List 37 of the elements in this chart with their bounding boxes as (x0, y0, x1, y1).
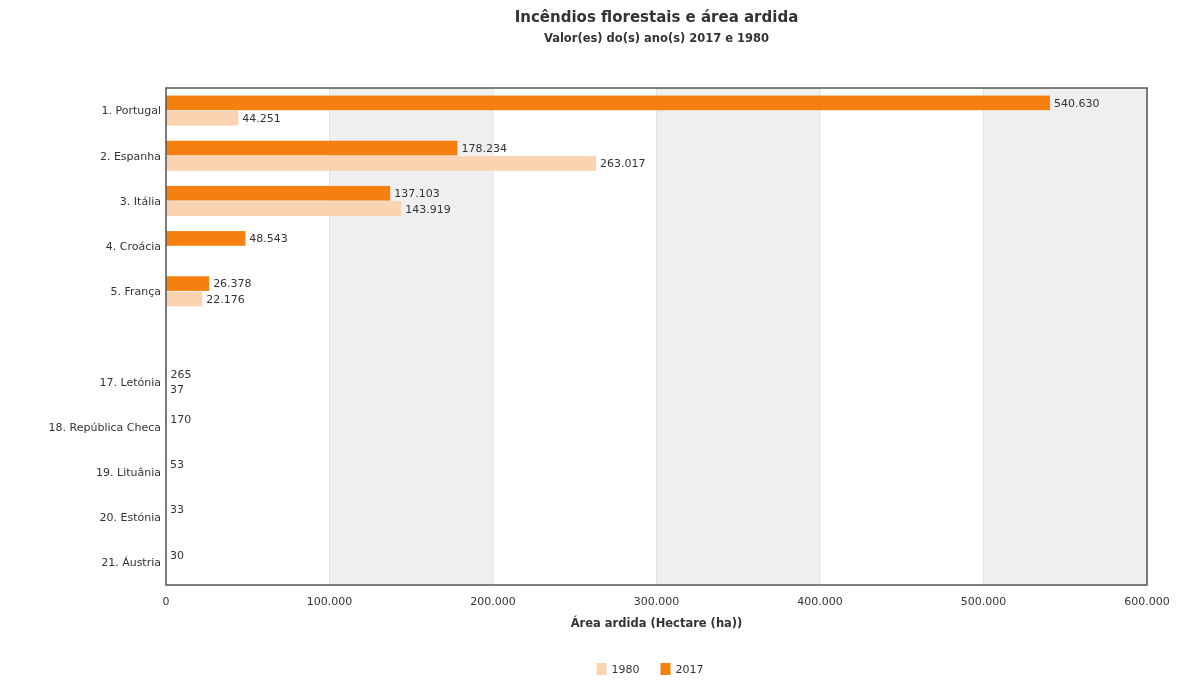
chart-subtitle: Valor(es) do(s) ano(s) 2017 e 1980 (543, 31, 770, 45)
y-tick-label: 19. Lituânia (96, 465, 161, 479)
data-label: 44.251 (242, 112, 281, 126)
y-tick-label: 3. Itália (119, 194, 161, 208)
y-tick-label: 4. Croácia (105, 239, 161, 253)
data-label: 26.378 (213, 277, 252, 291)
y-tick-label: 1. Portugal (101, 104, 161, 118)
data-label: 263.017 (600, 157, 646, 171)
data-label: 143.919 (405, 202, 451, 216)
data-label: 30 (170, 548, 185, 562)
data-label: 265 (170, 367, 192, 381)
data-label: 137.103 (394, 187, 440, 201)
x-tick-label: 400.000 (797, 595, 843, 608)
data-label: 53 (170, 458, 185, 472)
data-label: 540.630 (1053, 96, 1100, 110)
x-tick-label: 0 (162, 595, 170, 608)
legend-label: 1980 (611, 663, 640, 676)
x-tick-label: 300.000 (633, 595, 680, 608)
y-tick-label: 5. França (110, 285, 161, 299)
x-tick-label: 600.000 (1124, 595, 1170, 608)
chart-title: Incêndios florestais e área ardida (514, 8, 799, 26)
y-tick-label: 20. Estónia (99, 511, 161, 525)
data-label: 48.543 (249, 232, 288, 246)
x-tick-label: 100.000 (306, 595, 353, 608)
data-label: 170 (170, 413, 192, 426)
x-tick-label: 200.000 (470, 595, 516, 608)
data-label: 22.176 (206, 292, 245, 306)
y-tick-label: 17. Letónia (99, 375, 161, 389)
data-label: 37 (170, 383, 185, 397)
legend-label: 2017 (675, 663, 704, 676)
data-label: 178.234 (461, 141, 507, 155)
y-tick-label: 21. Áustria (101, 556, 161, 570)
y-tick-label: 2. Espanha (99, 149, 161, 163)
data-label: 33 (170, 503, 185, 517)
y-tick-label: 18. República Checa (48, 420, 161, 434)
x-tick-label: 500.000 (960, 595, 1007, 608)
x-axis-title: Área ardida (Hectare (ha)) (570, 615, 743, 630)
